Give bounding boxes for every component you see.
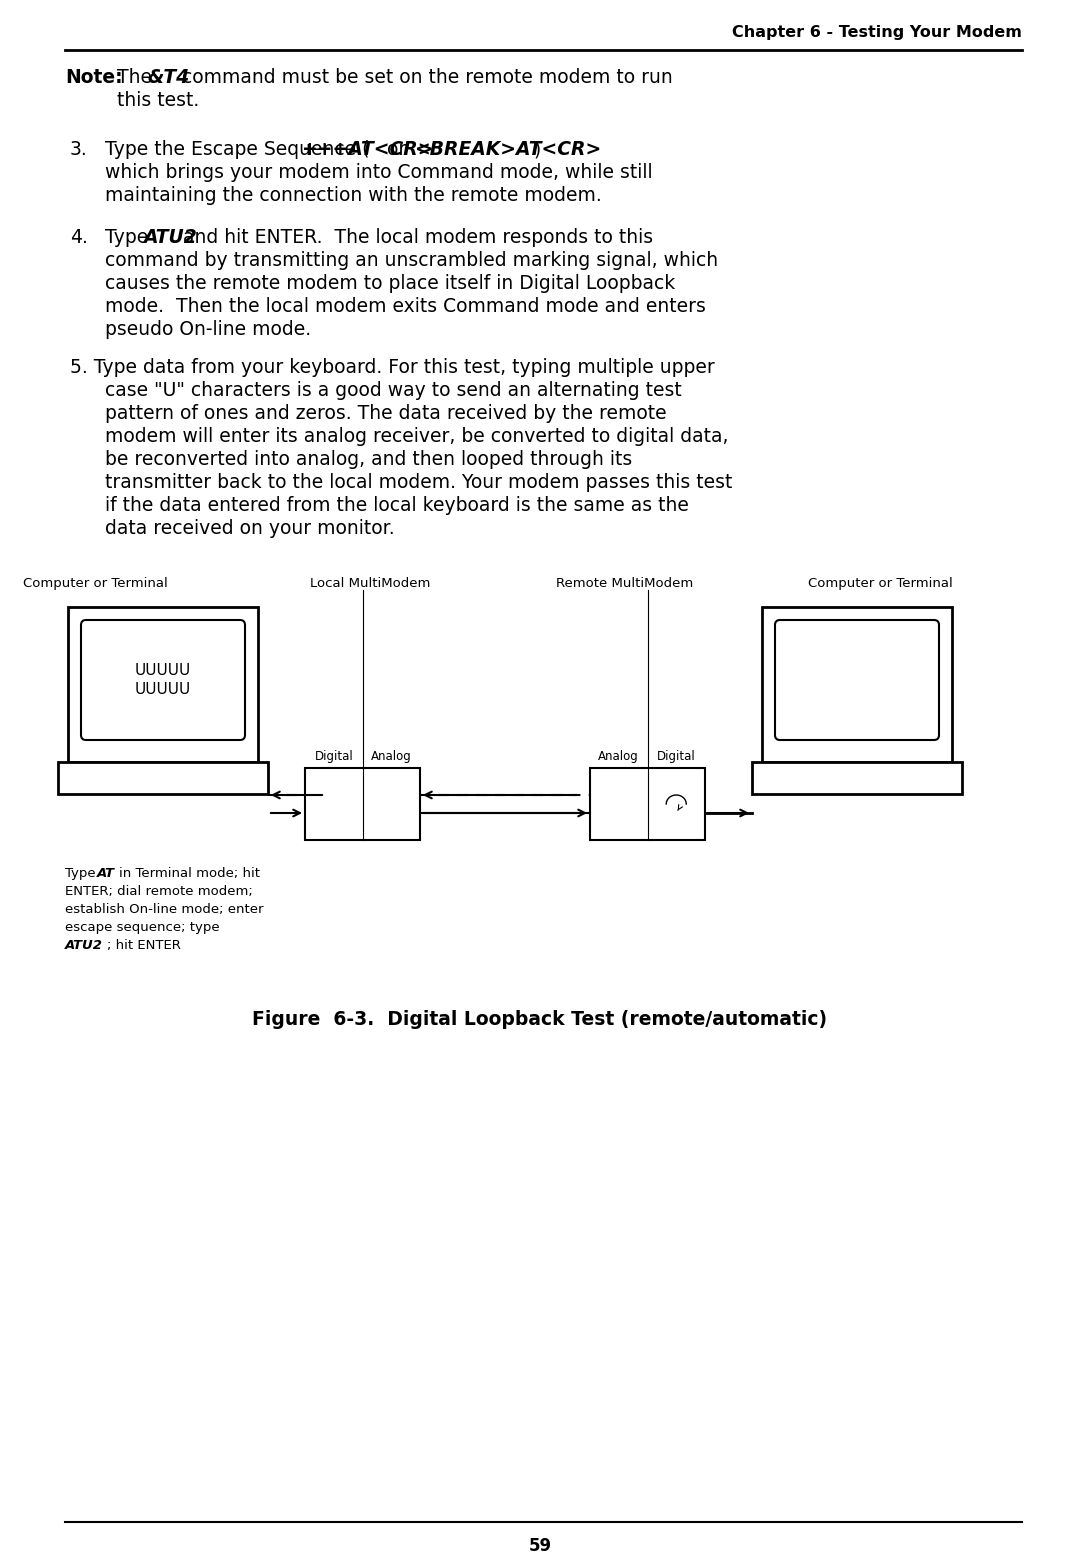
Text: and hit ENTER.  The local modem responds to this: and hit ENTER. The local modem responds … (183, 228, 653, 247)
FancyBboxPatch shape (775, 620, 939, 739)
Text: command must be set on the remote modem to run: command must be set on the remote modem … (183, 68, 673, 87)
Text: UUUUU
UUUUU: UUUUU UUUUU (135, 663, 191, 697)
Text: Digital: Digital (657, 750, 696, 763)
Text: Analog: Analog (598, 750, 639, 763)
Text: ENTER; dial remote modem;: ENTER; dial remote modem; (65, 885, 253, 898)
Text: ATU2: ATU2 (65, 940, 103, 952)
Text: 5. Type data from your keyboard. For this test, typing multiple upper: 5. Type data from your keyboard. For thi… (70, 359, 715, 377)
Text: which brings your modem into Command mode, while still: which brings your modem into Command mod… (105, 163, 652, 182)
Text: Figure  6-3.  Digital Loopback Test (remote/automatic): Figure 6-3. Digital Loopback Test (remot… (253, 1009, 827, 1030)
Text: Analog: Analog (370, 750, 411, 763)
Text: pseudo On-line mode.: pseudo On-line mode. (105, 320, 311, 339)
Bar (305, 769, 420, 840)
Bar (58, 763, 268, 794)
Text: Note:: Note: (65, 68, 123, 87)
Text: Type: Type (65, 867, 99, 881)
Text: ): ) (534, 140, 541, 158)
Text: <BREAK>AT<CR>: <BREAK>AT<CR> (414, 140, 602, 158)
Text: be reconverted into analog, and then looped through its: be reconverted into analog, and then loo… (105, 450, 632, 469)
Text: causes the remote modem to place itself in Digital Loopback: causes the remote modem to place itself … (105, 273, 675, 294)
Text: command by transmitting an unscrambled marking signal, which: command by transmitting an unscrambled m… (105, 252, 718, 270)
Text: Digital: Digital (314, 750, 353, 763)
Text: data received on your monitor.: data received on your monitor. (105, 519, 394, 537)
Text: maintaining the connection with the remote modem.: maintaining the connection with the remo… (105, 186, 602, 205)
Text: &T4: &T4 (147, 68, 189, 87)
Text: in Terminal mode; hit: in Terminal mode; hit (119, 867, 260, 881)
Bar (590, 769, 705, 840)
Text: transmitter back to the local modem. Your modem passes this test: transmitter back to the local modem. You… (105, 474, 732, 492)
Text: Type the Escape Sequence (: Type the Escape Sequence ( (105, 140, 369, 158)
Text: or: or (381, 140, 413, 158)
Text: if the data entered from the local keyboard is the same as the: if the data entered from the local keybo… (105, 495, 689, 516)
Text: pattern of ones and zeros. The data received by the remote: pattern of ones and zeros. The data rece… (105, 404, 666, 422)
Text: Computer or Terminal: Computer or Terminal (23, 578, 167, 590)
Bar (68, 607, 258, 763)
Text: 59: 59 (528, 1537, 552, 1553)
Text: establish On-line mode; enter: establish On-line mode; enter (65, 902, 264, 916)
Text: ATU2: ATU2 (143, 228, 197, 247)
Text: case "U" characters is a good way to send an alternating test: case "U" characters is a good way to sen… (105, 380, 681, 401)
Text: ; hit ENTER: ; hit ENTER (107, 940, 180, 952)
Text: 4.: 4. (70, 228, 87, 247)
Bar (762, 607, 951, 763)
Text: +++AT<CR>: +++AT<CR> (301, 140, 433, 158)
Text: Local MultiModem: Local MultiModem (310, 578, 430, 590)
Text: mode.  Then the local modem exits Command mode and enters: mode. Then the local modem exits Command… (105, 297, 706, 315)
Text: Chapter 6 - Testing Your Modem: Chapter 6 - Testing Your Modem (732, 25, 1022, 39)
Text: modem will enter its analog receiver, be converted to digital data,: modem will enter its analog receiver, be… (105, 427, 729, 446)
Text: Computer or Terminal: Computer or Terminal (808, 578, 953, 590)
Text: The: The (117, 68, 158, 87)
Bar (752, 763, 962, 794)
Text: this test.: this test. (117, 92, 199, 110)
Text: AT: AT (97, 867, 114, 881)
Text: Remote MultiModem: Remote MultiModem (556, 578, 693, 590)
Text: 3.: 3. (70, 140, 87, 158)
FancyBboxPatch shape (81, 620, 245, 739)
Text: escape sequence; type: escape sequence; type (65, 921, 219, 933)
Text: Type: Type (105, 228, 154, 247)
